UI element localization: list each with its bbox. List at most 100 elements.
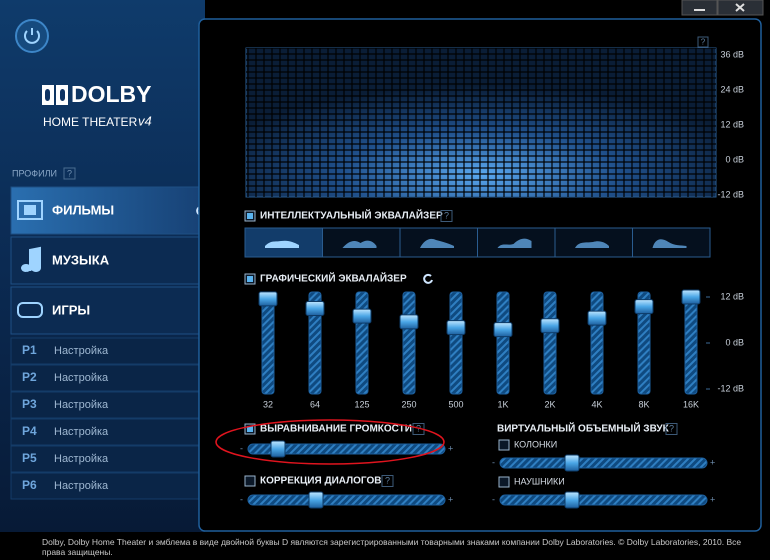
preset-label[interactable]: Настройка <box>54 426 109 438</box>
slider-track[interactable] <box>247 494 446 506</box>
checkbox[interactable] <box>498 476 510 488</box>
eq-preset-shape <box>420 238 454 248</box>
help-box[interactable] <box>381 475 394 487</box>
eq-knob[interactable] <box>305 301 325 316</box>
eq-knob[interactable] <box>634 299 654 315</box>
eq-knob[interactable] <box>587 310 607 326</box>
slider-minus: - <box>492 494 495 504</box>
eq-preset-button[interactable] <box>322 227 401 258</box>
eq-track[interactable] <box>355 291 369 395</box>
eq-band-label: 16K <box>683 399 699 409</box>
help-box[interactable] <box>697 36 709 48</box>
visualizer-db-label: -12 dB <box>717 189 744 199</box>
profile-button[interactable] <box>10 286 212 335</box>
checkbox-label[interactable]: НАУШНИКИ <box>514 476 565 486</box>
eq-track[interactable] <box>684 291 698 395</box>
help-icon[interactable]: ? <box>444 210 449 220</box>
eq-knob[interactable] <box>399 314 419 330</box>
music-icon <box>21 246 41 272</box>
footer-text: Dolby, Dolby Home Theater и эмблема в ви… <box>42 537 742 557</box>
preset-id[interactable]: P2 <box>22 370 37 384</box>
eq-band-label: 125 <box>354 399 369 409</box>
slider-track[interactable] <box>499 494 708 506</box>
slider-knob[interactable] <box>564 491 580 509</box>
graphic-eq: 12 dB 0 dB -12 dB 32 64 125 250 500 1K 2K 4K 8K 16K <box>258 289 744 409</box>
eq-track[interactable] <box>308 291 322 395</box>
preset-label[interactable]: Настройка <box>54 372 109 384</box>
eq-knob[interactable] <box>258 291 278 307</box>
preset-id[interactable]: P1 <box>22 343 37 357</box>
preset-label[interactable]: Настройка <box>54 345 109 357</box>
eq-track[interactable] <box>402 291 416 395</box>
film-icon <box>17 200 43 220</box>
intelligent-eq-presets <box>244 227 711 258</box>
reset-icon[interactable] <box>423 273 433 284</box>
profile-button[interactable] <box>10 236 212 285</box>
preset-label[interactable]: Настройка <box>54 399 109 411</box>
preset-label[interactable]: Настройка <box>54 480 109 492</box>
eq-knob[interactable] <box>493 322 513 338</box>
eq-track[interactable] <box>590 291 604 395</box>
eq-knob[interactable] <box>540 318 560 334</box>
help-icon[interactable]: ? <box>701 38 706 47</box>
power-button[interactable] <box>15 19 49 53</box>
slider-track[interactable] <box>247 443 446 455</box>
preset-id[interactable]: P3 <box>22 397 37 411</box>
help-icon[interactable]: ? <box>385 475 390 485</box>
controls: ИНТЕЛЛЕКТУАЛЬНЫЙ ЭКВАЛАЙЗЕР ? ГРАФИЧЕСКИЙ … <box>240 209 715 509</box>
eq-knob[interactable] <box>446 320 466 336</box>
profile-list: ФИЛЬМЫ МУЗЫКА ИГРЫ P1 Настройка P2 Настройка P3… <box>10 186 212 500</box>
checkbox-fill <box>247 276 253 282</box>
visualizer-scale: 36 dB 24 dB 12 dB 0 dB -12 dB <box>717 49 744 199</box>
eq-track[interactable] <box>496 291 510 395</box>
preset-id[interactable]: P4 <box>22 424 37 438</box>
slider-track[interactable] <box>499 457 708 469</box>
help-icon[interactable]: ? <box>67 168 72 178</box>
eq-track[interactable] <box>261 291 275 395</box>
eq-preset-button[interactable] <box>632 227 711 258</box>
checkbox-label[interactable]: ВЫРАВНИВАНИЕ ГРОМКОСТИ <box>260 424 412 435</box>
minimize-button[interactable] <box>681 0 718 16</box>
profile-button[interactable] <box>10 186 212 235</box>
preset-row[interactable] <box>10 337 212 365</box>
visualizer-db-label: 36 dB <box>720 49 744 59</box>
eq-track[interactable] <box>543 291 557 395</box>
eq-track[interactable] <box>637 291 651 395</box>
preset-row[interactable] <box>10 391 212 419</box>
checkbox-label[interactable]: ИНТЕЛЛЕКТУАЛЬНЫЙ ЭКВАЛАЙЗЕР <box>260 209 443 222</box>
profile-name[interactable]: МУЗЫКА <box>52 252 110 267</box>
profile-name[interactable]: ИГРЫ <box>52 302 90 317</box>
eq-track[interactable] <box>449 291 463 395</box>
checkbox-label[interactable]: КОРРЕКЦИЯ ДИАЛОГОВ <box>260 476 381 487</box>
preset-id[interactable]: P6 <box>22 478 37 492</box>
eq-band-label: 32 <box>263 399 273 409</box>
close-icon <box>735 3 745 12</box>
help-box[interactable] <box>63 167 76 180</box>
eq-band-label: 4K <box>591 399 602 409</box>
preset-id[interactable]: P5 <box>22 451 37 465</box>
help-icon[interactable]: ? <box>669 423 674 433</box>
preset-row[interactable] <box>10 472 212 500</box>
section-label: ВИРТУАЛЬНЫЙ ОБЪЕМНЫЙ ЗВУК <box>497 422 670 435</box>
help-box[interactable] <box>440 210 453 222</box>
eq-preset-shape <box>497 238 532 248</box>
preset-label[interactable]: Настройка <box>54 453 109 465</box>
preset-row[interactable] <box>10 445 212 473</box>
checkbox[interactable] <box>244 475 256 487</box>
slider-plus: + <box>710 457 715 467</box>
checkbox[interactable] <box>498 439 510 451</box>
dolby-d-hole <box>45 89 50 101</box>
eq-knob[interactable] <box>352 308 372 324</box>
help-box[interactable] <box>665 423 678 435</box>
checkbox-label[interactable]: КОЛОНКИ <box>514 439 557 449</box>
eq-knob[interactable] <box>681 289 701 305</box>
film-icon-inner <box>24 205 36 215</box>
preset-row[interactable] <box>10 364 212 392</box>
checkbox-label[interactable]: ГРАФИЧЕСКИЙ ЭКВАЛАЙЗЕР <box>260 272 407 285</box>
slider-knob[interactable] <box>270 440 286 458</box>
preset-row[interactable] <box>10 418 212 446</box>
profile-name[interactable]: ФИЛЬМЫ <box>52 202 114 217</box>
slider-knob[interactable] <box>308 491 324 509</box>
slider-knob[interactable] <box>564 454 580 472</box>
eq-preset-shape <box>575 241 609 248</box>
